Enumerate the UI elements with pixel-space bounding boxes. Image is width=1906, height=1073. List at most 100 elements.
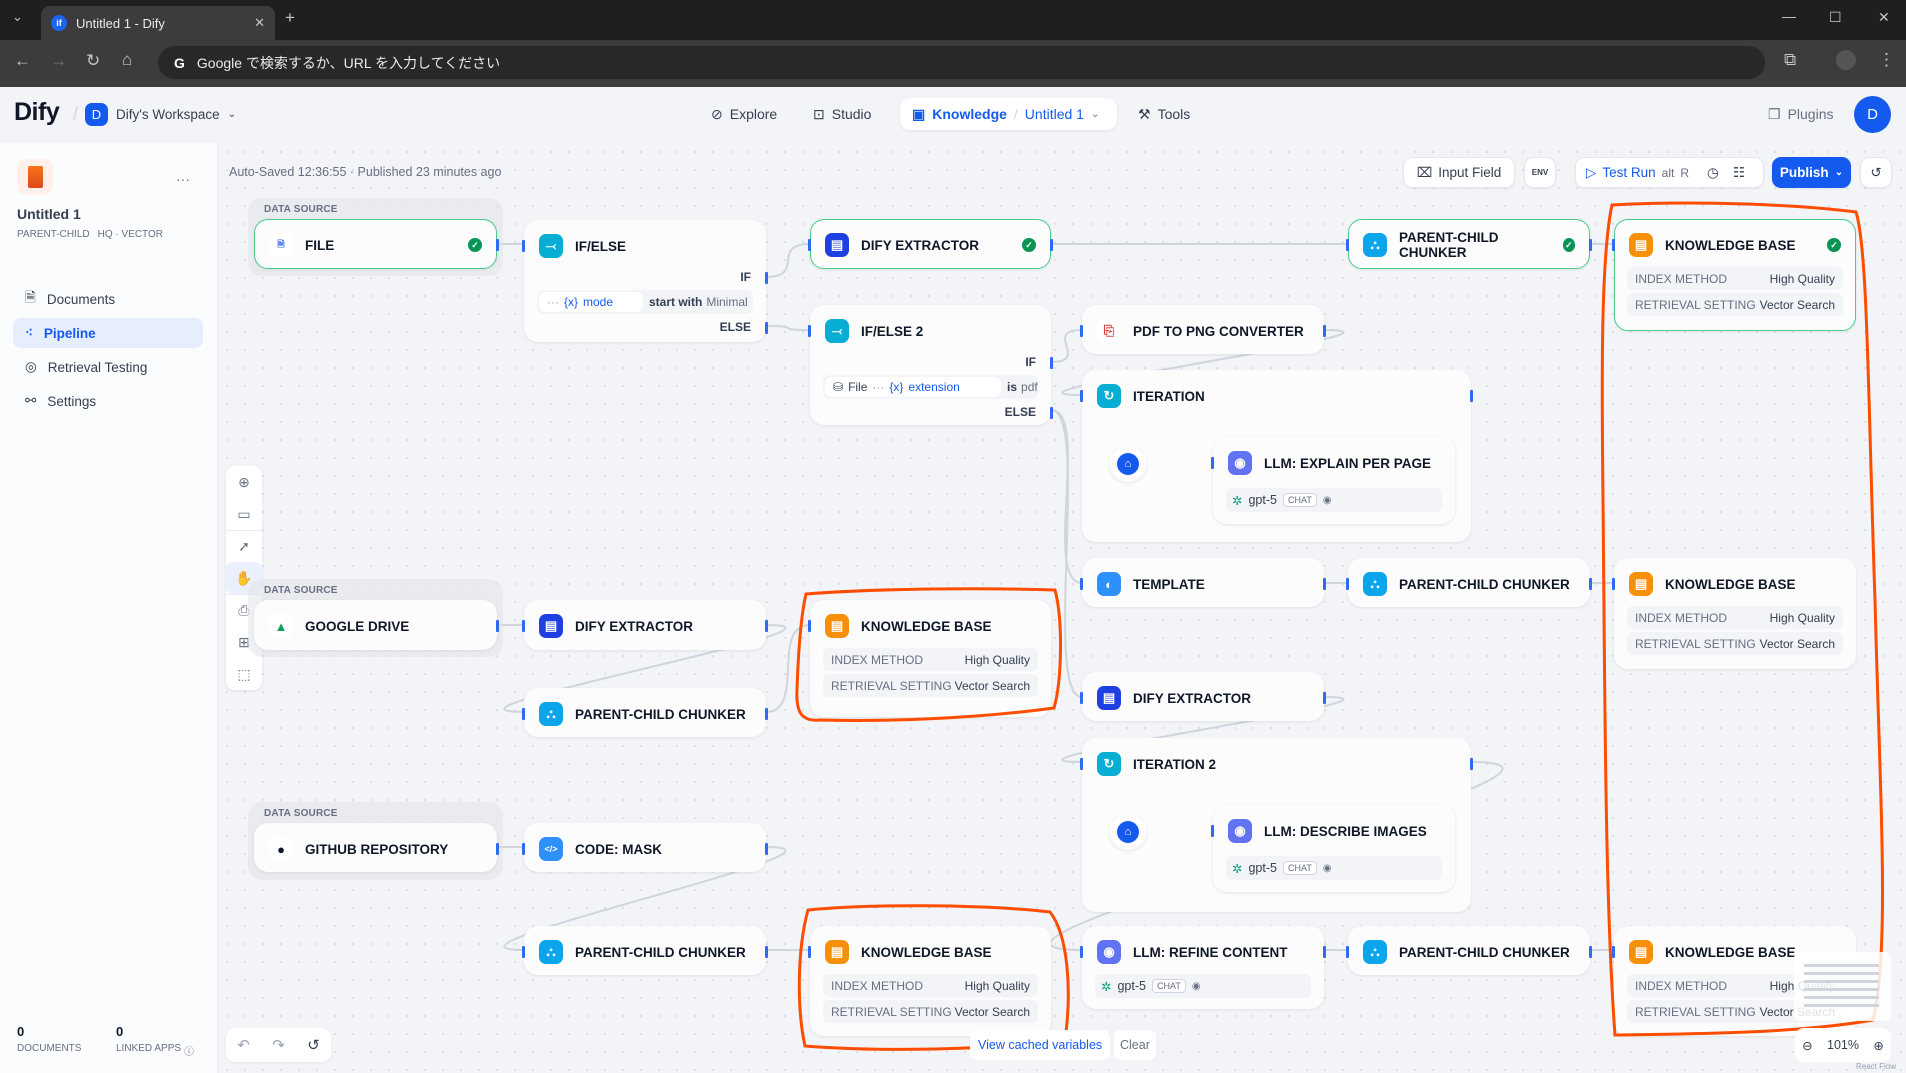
else-handle[interactable] [1050, 407, 1053, 419]
else-handle[interactable] [765, 322, 768, 334]
node-ifelse1[interactable]: ⤙ IF/ELSE IF ··· {x} mode start with Minimal ELS… [522, 220, 768, 342]
input-handle[interactable] [1346, 239, 1349, 251]
node-code[interactable]: </> CODE: MASK [522, 823, 768, 872]
nav-studio[interactable]: ⊡ Studio [813, 98, 871, 130]
sidebar-item-retrieval-testing[interactable]: ◎ Retrieval Testing [13, 352, 203, 382]
input-handle[interactable] [522, 620, 525, 632]
nav-tools[interactable]: ⚒ Tools [1138, 98, 1190, 130]
sidebar-item-settings[interactable]: ⚯ Settings [13, 386, 203, 416]
node-pcc1[interactable]: ⛬ PARENT-CHILD CHUNKER ✓ [1346, 219, 1592, 269]
model-selector[interactable]: ✲ gpt-5 CHAT ◉ [1095, 974, 1311, 998]
node-kb2[interactable]: ▤ KNOWLEDGE BASE INDEX METHOD High Quality R… [1612, 558, 1856, 669]
if-handle[interactable] [1050, 357, 1053, 369]
node-ext1[interactable]: ▤ DIFY EXTRACTOR ✓ [808, 219, 1053, 269]
clear-button[interactable]: Clear [1114, 1030, 1156, 1060]
dataset-selector[interactable]: Untitled 1 [1024, 106, 1084, 122]
checklist-icon[interactable]: ☷ [1732, 164, 1745, 180]
export-image-icon[interactable]: ⎙ [226, 594, 262, 626]
minimap-toggle-icon[interactable]: ⬚ [237, 665, 251, 682]
new-tab-icon[interactable]: + [285, 8, 295, 27]
node-pcc3[interactable]: ⛬ PARENT-CHILD CHUNKER [522, 688, 768, 737]
dify-logo[interactable]: Dify [14, 98, 60, 126]
output-handle[interactable] [1323, 578, 1326, 590]
output-handle[interactable] [496, 843, 499, 855]
input-handle[interactable] [1612, 239, 1615, 251]
edge[interactable] [503, 846, 787, 951]
edge[interactable] [1050, 329, 1083, 363]
minimize-icon[interactable]: — [1782, 8, 1796, 24]
condition-variable[interactable]: ··· {x} mode [539, 292, 643, 312]
input-handle[interactable] [808, 946, 811, 958]
test-run-button[interactable]: Test Run [1602, 165, 1656, 180]
node-ext2[interactable]: ▤ DIFY EXTRACTOR [522, 600, 768, 650]
input-handle[interactable] [1612, 578, 1615, 590]
redo-icon[interactable]: ↷ [272, 1037, 285, 1054]
close-tab-icon[interactable]: ✕ [254, 15, 265, 30]
extensions-icon[interactable]: ⧉ [1784, 50, 1797, 69]
output-handle[interactable] [1323, 325, 1326, 337]
nav-explore[interactable]: ⊘ Explore [711, 98, 777, 130]
input-handle[interactable] [808, 239, 811, 251]
input-handle[interactable] [1080, 946, 1083, 958]
tab-list-icon[interactable]: ⌄ [12, 9, 23, 24]
output-handle[interactable] [765, 946, 768, 958]
publish-button[interactable]: Publish ⌄ [1772, 157, 1851, 188]
profile-icon[interactable] [1836, 50, 1856, 70]
output-handle[interactable] [1323, 692, 1326, 704]
node-kb4[interactable]: ▤ KNOWLEDGE BASE INDEX METHOD High Quality R… [808, 926, 1051, 1036]
browser-tab[interactable]: if Untitled 1 - Dify ✕ [41, 6, 275, 40]
input-handle[interactable] [1080, 325, 1083, 337]
output-handle[interactable] [1470, 390, 1473, 402]
forward-icon[interactable]: → [50, 51, 67, 70]
input-handle[interactable] [522, 843, 525, 855]
output-handle[interactable] [1589, 578, 1592, 590]
version-history-button[interactable]: ↺ [1860, 157, 1892, 188]
output-handle[interactable] [496, 239, 499, 251]
undo-icon[interactable]: ↶ [237, 1037, 250, 1054]
input-handle[interactable] [808, 325, 811, 337]
output-handle[interactable] [1470, 758, 1473, 770]
node-pcc4[interactable]: ⛬ PARENT-CHILD CHUNKER [522, 926, 768, 975]
zoom-level[interactable]: 101% [1827, 1038, 1859, 1052]
react-flow-attribution[interactable]: React Flow [1856, 1062, 1897, 1071]
edge[interactable] [1050, 409, 1083, 698]
node-iter1-llm[interactable]: ◉ LLM: EXPLAIN PER PAGE ✲ gpt-5 CHAT ◉ [1211, 437, 1455, 524]
output-handle[interactable] [496, 620, 499, 632]
node-iter1[interactable]: ↻ ITERATION ⌂ ◉ LLM: EXPLAIN PER PAGE ✲ gpt-5 C… [1080, 370, 1473, 542]
input-handle[interactable] [522, 240, 525, 252]
input-handle[interactable] [1211, 825, 1214, 837]
input-handle[interactable] [1080, 390, 1083, 402]
maximize-icon[interactable]: ☐ [1829, 9, 1842, 25]
edge[interactable] [765, 243, 811, 278]
model-selector[interactable]: ✲ gpt-5 CHAT ◉ [1226, 856, 1442, 880]
edge[interactable] [1050, 409, 1083, 584]
workspace-switcher[interactable]: D Dify's Workspace ⌄ [85, 103, 236, 126]
output-handle[interactable] [765, 843, 768, 855]
edge[interactable] [503, 624, 787, 713]
output-handle[interactable] [1589, 239, 1592, 251]
history-icon[interactable]: ↺ [307, 1037, 320, 1054]
output-handle[interactable] [765, 620, 768, 632]
output-handle[interactable] [1323, 946, 1326, 958]
node-pdf[interactable]: ⎘ PDF TO PNG CONVERTER [1080, 305, 1326, 354]
node-pcc5[interactable]: ⛬ PARENT-CHILD CHUNKER [1346, 926, 1592, 975]
node-llm[interactable]: ◉ LLM: REFINE CONTENT ✲ gpt-5 CHAT ◉ [1080, 926, 1326, 1009]
node-kb1[interactable]: ▤ KNOWLEDGE BASE ✓ INDEX METHOD High Quality… [1612, 219, 1856, 331]
minimap[interactable] [1794, 952, 1891, 1021]
model-selector[interactable]: ✲ gpt-5 CHAT ◉ [1226, 488, 1442, 512]
node-gdrive[interactable]: ▲ GOOGLE DRIVE [254, 600, 499, 650]
input-handle[interactable] [522, 708, 525, 720]
organize-icon[interactable]: ⊞ [238, 633, 250, 650]
node-kb3[interactable]: ▤ KNOWLEDGE BASE INDEX METHOD High Quality R… [808, 600, 1051, 717]
node-pcc2[interactable]: ⛬ PARENT-CHILD CHUNKER [1346, 558, 1592, 607]
home-icon[interactable]: ⌂ [122, 50, 133, 69]
input-handle[interactable] [1612, 946, 1615, 958]
nav-knowledge[interactable]: ▣ Knowledge / Untitled 1 ⌄ [900, 98, 1117, 130]
sidebar-item-documents[interactable]: 🗎 Documents [13, 284, 203, 314]
edge[interactable] [1061, 329, 1345, 396]
sidebar-item-pipeline[interactable]: ⁖ Pipeline [13, 318, 203, 348]
pointer-icon[interactable]: ➚ [226, 530, 262, 562]
edge[interactable] [765, 624, 811, 713]
output-handle[interactable] [765, 708, 768, 720]
input-handle[interactable] [1346, 578, 1349, 590]
